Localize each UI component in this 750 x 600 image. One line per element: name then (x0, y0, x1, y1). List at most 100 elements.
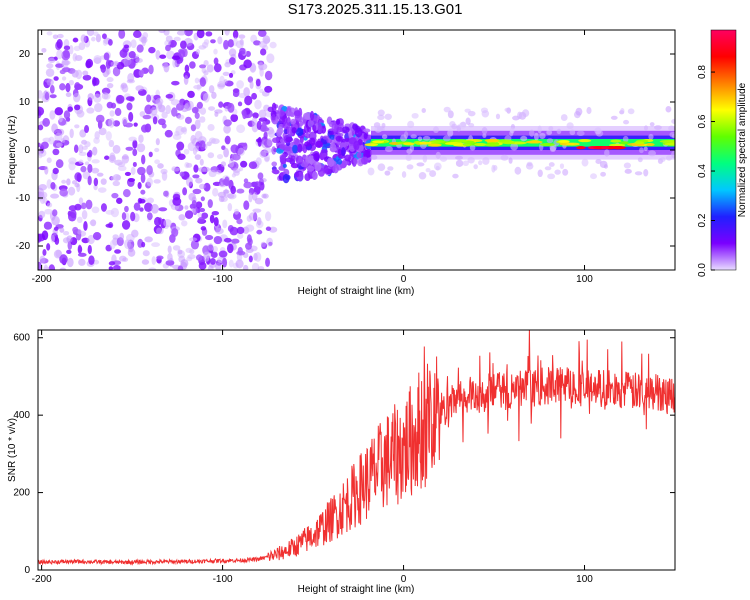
halo-blob (422, 154, 428, 163)
noise-blob (42, 117, 51, 127)
cluster-blob (317, 124, 323, 134)
noise-blob (49, 94, 57, 99)
noise-blob (230, 144, 239, 154)
halo-blob (556, 128, 562, 135)
noise-blob (157, 163, 164, 169)
noise-blob (50, 234, 55, 243)
noise-blob (140, 189, 146, 195)
noise-blob (232, 30, 239, 39)
noise-blob (245, 242, 252, 250)
noise-blob (164, 129, 173, 138)
noise-blob (223, 79, 228, 84)
cluster-blob (279, 154, 287, 165)
noise-blob (122, 188, 131, 198)
noise-blob (125, 212, 130, 222)
noise-blob (83, 221, 88, 231)
noise-blob (135, 85, 144, 92)
noise-blob (171, 167, 181, 172)
halo-blob (481, 127, 488, 135)
noise-blob (68, 157, 77, 165)
noise-blob (40, 191, 48, 199)
noise-blob (191, 106, 199, 114)
noise-blob (163, 219, 172, 228)
cluster-blob (307, 155, 315, 165)
noise-blob (38, 233, 42, 243)
noise-blob (215, 262, 222, 270)
halo-blob (465, 117, 471, 125)
noise-blob (128, 51, 136, 59)
noise-blob (142, 114, 152, 120)
spectrogram-y-tick-label: 20 (19, 49, 31, 60)
noise-blob (79, 129, 87, 138)
noise-blob (199, 140, 206, 151)
halo-blob (417, 136, 423, 142)
noise-blob (73, 144, 79, 153)
noise-blob (109, 239, 116, 250)
halo-blob (665, 155, 673, 161)
noise-blob (81, 145, 88, 150)
noise-blob (171, 107, 178, 117)
halo-blob (416, 162, 425, 167)
noise-blob (227, 39, 235, 48)
halo-blob (560, 114, 568, 121)
noise-blob (80, 165, 87, 173)
cluster-blob (353, 140, 360, 151)
noise-blob (74, 124, 80, 129)
noise-blob (265, 211, 272, 222)
signal-core (403, 142, 415, 146)
noise-blob (231, 173, 236, 178)
noise-blob (190, 239, 200, 250)
noise-blob (78, 258, 86, 266)
noise-blob (80, 34, 87, 43)
noise-blob (38, 261, 42, 270)
noise-blob (127, 178, 136, 183)
signal-core (445, 141, 463, 145)
noise-blob (128, 136, 137, 142)
cluster-blob (298, 115, 303, 122)
halo-blob (537, 169, 543, 178)
noise-blob (66, 257, 74, 268)
noise-blob (58, 115, 63, 123)
noise-blob (91, 159, 100, 164)
halo-blob (500, 154, 509, 161)
cluster-blob (343, 160, 350, 166)
noise-blob (73, 45, 81, 52)
snr-panel: -200 -100 0 100 0 200 400 600 Height of straigh… (7, 329, 676, 595)
noise-blob (187, 142, 196, 152)
cluster-blob (285, 136, 294, 143)
cluster-blob (286, 111, 295, 117)
halo-blob (495, 113, 501, 120)
halo-blob (554, 169, 561, 175)
noise-blob (90, 36, 96, 42)
noise-blob (172, 197, 182, 206)
spectrogram-x-label: Height of straight line (km) (298, 286, 415, 297)
halo-blob (590, 173, 597, 180)
halo-blob (525, 162, 534, 170)
noise-blob (199, 64, 207, 69)
noise-blob (253, 181, 261, 188)
noise-blob (184, 64, 190, 73)
halo-blob (482, 133, 487, 139)
cluster-blob (309, 110, 315, 121)
cluster-blob (335, 135, 343, 142)
noise-blob (195, 177, 203, 184)
noise-blob (236, 80, 244, 89)
noise-blob (137, 181, 142, 189)
noise-blob (136, 44, 144, 53)
noise-blob (72, 37, 79, 43)
cluster-blob (281, 105, 288, 112)
halo-blob (546, 129, 553, 136)
noise-blob (62, 231, 70, 236)
noise-blob (63, 49, 70, 59)
noise-blob (200, 226, 207, 231)
noise-blob (172, 245, 181, 251)
cluster-blob (354, 127, 363, 138)
noise-blob (245, 50, 251, 58)
cluster-blob (282, 114, 288, 125)
cluster-blob (299, 135, 304, 144)
noise-blob (227, 193, 237, 200)
noise-blob (199, 107, 207, 115)
noise-blob (248, 212, 258, 221)
halo-blob (604, 149, 610, 157)
noise-blob (195, 48, 201, 55)
